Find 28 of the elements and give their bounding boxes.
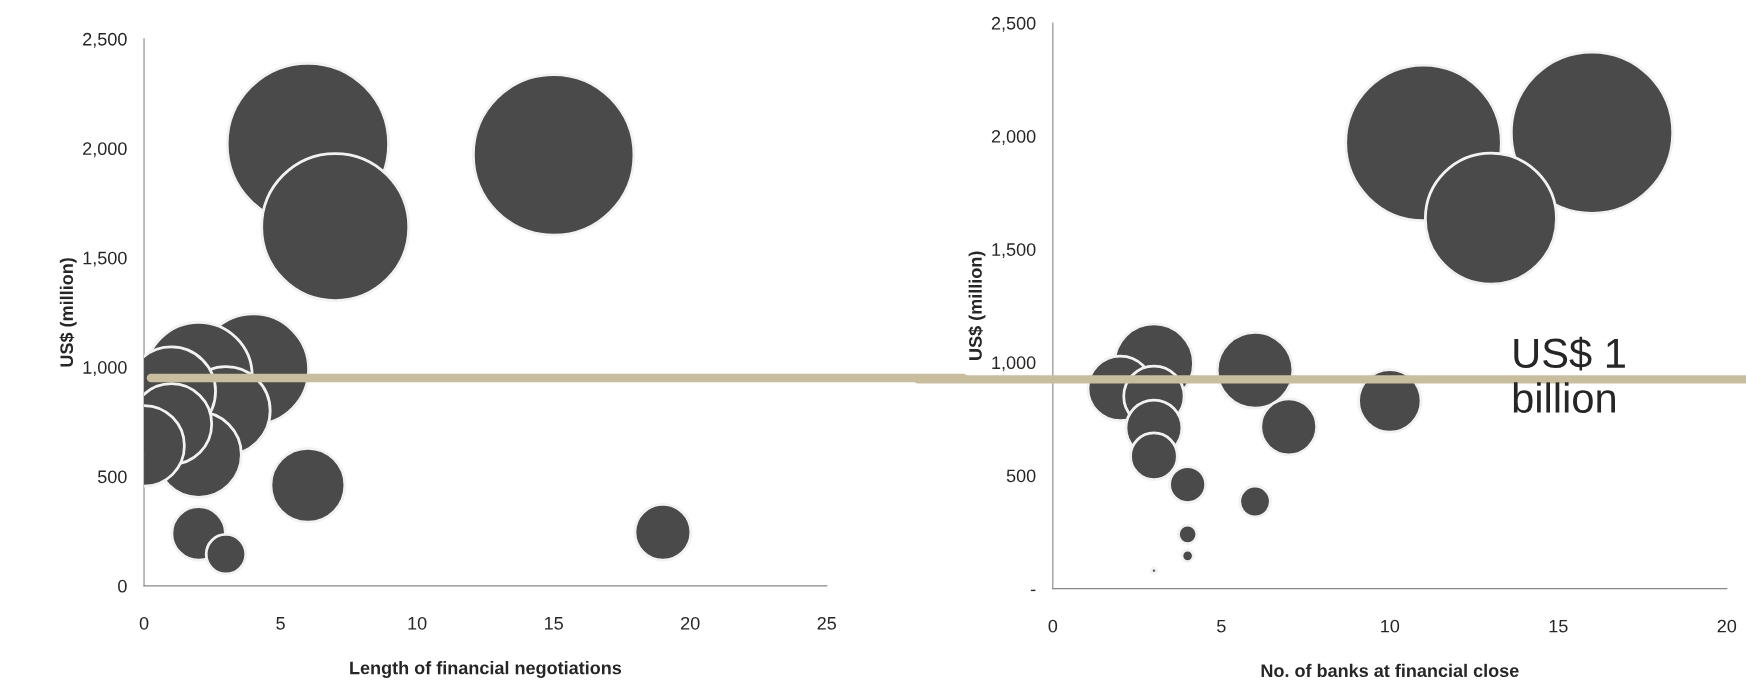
x-tick-label: 0 (1048, 619, 1058, 633)
y-tick-label: 500 (97, 470, 127, 484)
ref-line-label: US$ 1 billion (1513, 336, 1625, 413)
y-tick-label: 1,500 (992, 243, 1036, 259)
x-tick-label: 20 (1717, 619, 1737, 633)
x-axis-title: Length of financial negotiations (350, 661, 622, 678)
y-tick-label: 2,000 (83, 142, 127, 158)
x-tick-label: 20 (681, 616, 700, 630)
x-tick-label: 5 (276, 617, 285, 630)
y-tick-label: 2,500 (83, 32, 127, 48)
x-tick-label: 5 (1217, 619, 1226, 633)
x-tick-label: 0 (139, 616, 149, 630)
y-tick-label: 0 (118, 579, 127, 593)
x-tick-label: 15 (1549, 619, 1568, 633)
y-tick-label: 1,000 (83, 361, 127, 376)
y-tick-label: 500 (1006, 469, 1036, 483)
x-tick-label: 10 (408, 616, 427, 630)
x-tick-label: 10 (1381, 619, 1400, 633)
y-axis-title: US$ (million) (968, 251, 986, 360)
x-tick-label: 15 (544, 617, 563, 630)
x-axis-title: No. of banks at financial close (1261, 663, 1519, 678)
y-tick-label: - (1030, 589, 1036, 592)
y-tick-label: 2,500 (991, 16, 1036, 32)
x-tick-label: 25 (817, 616, 837, 630)
y-tick-label: 2,000 (991, 130, 1036, 145)
y-axis-title: US$ (million) (59, 258, 77, 367)
y-tick-label: 1,000 (992, 356, 1036, 372)
y-tick-label: 1,500 (83, 251, 127, 267)
